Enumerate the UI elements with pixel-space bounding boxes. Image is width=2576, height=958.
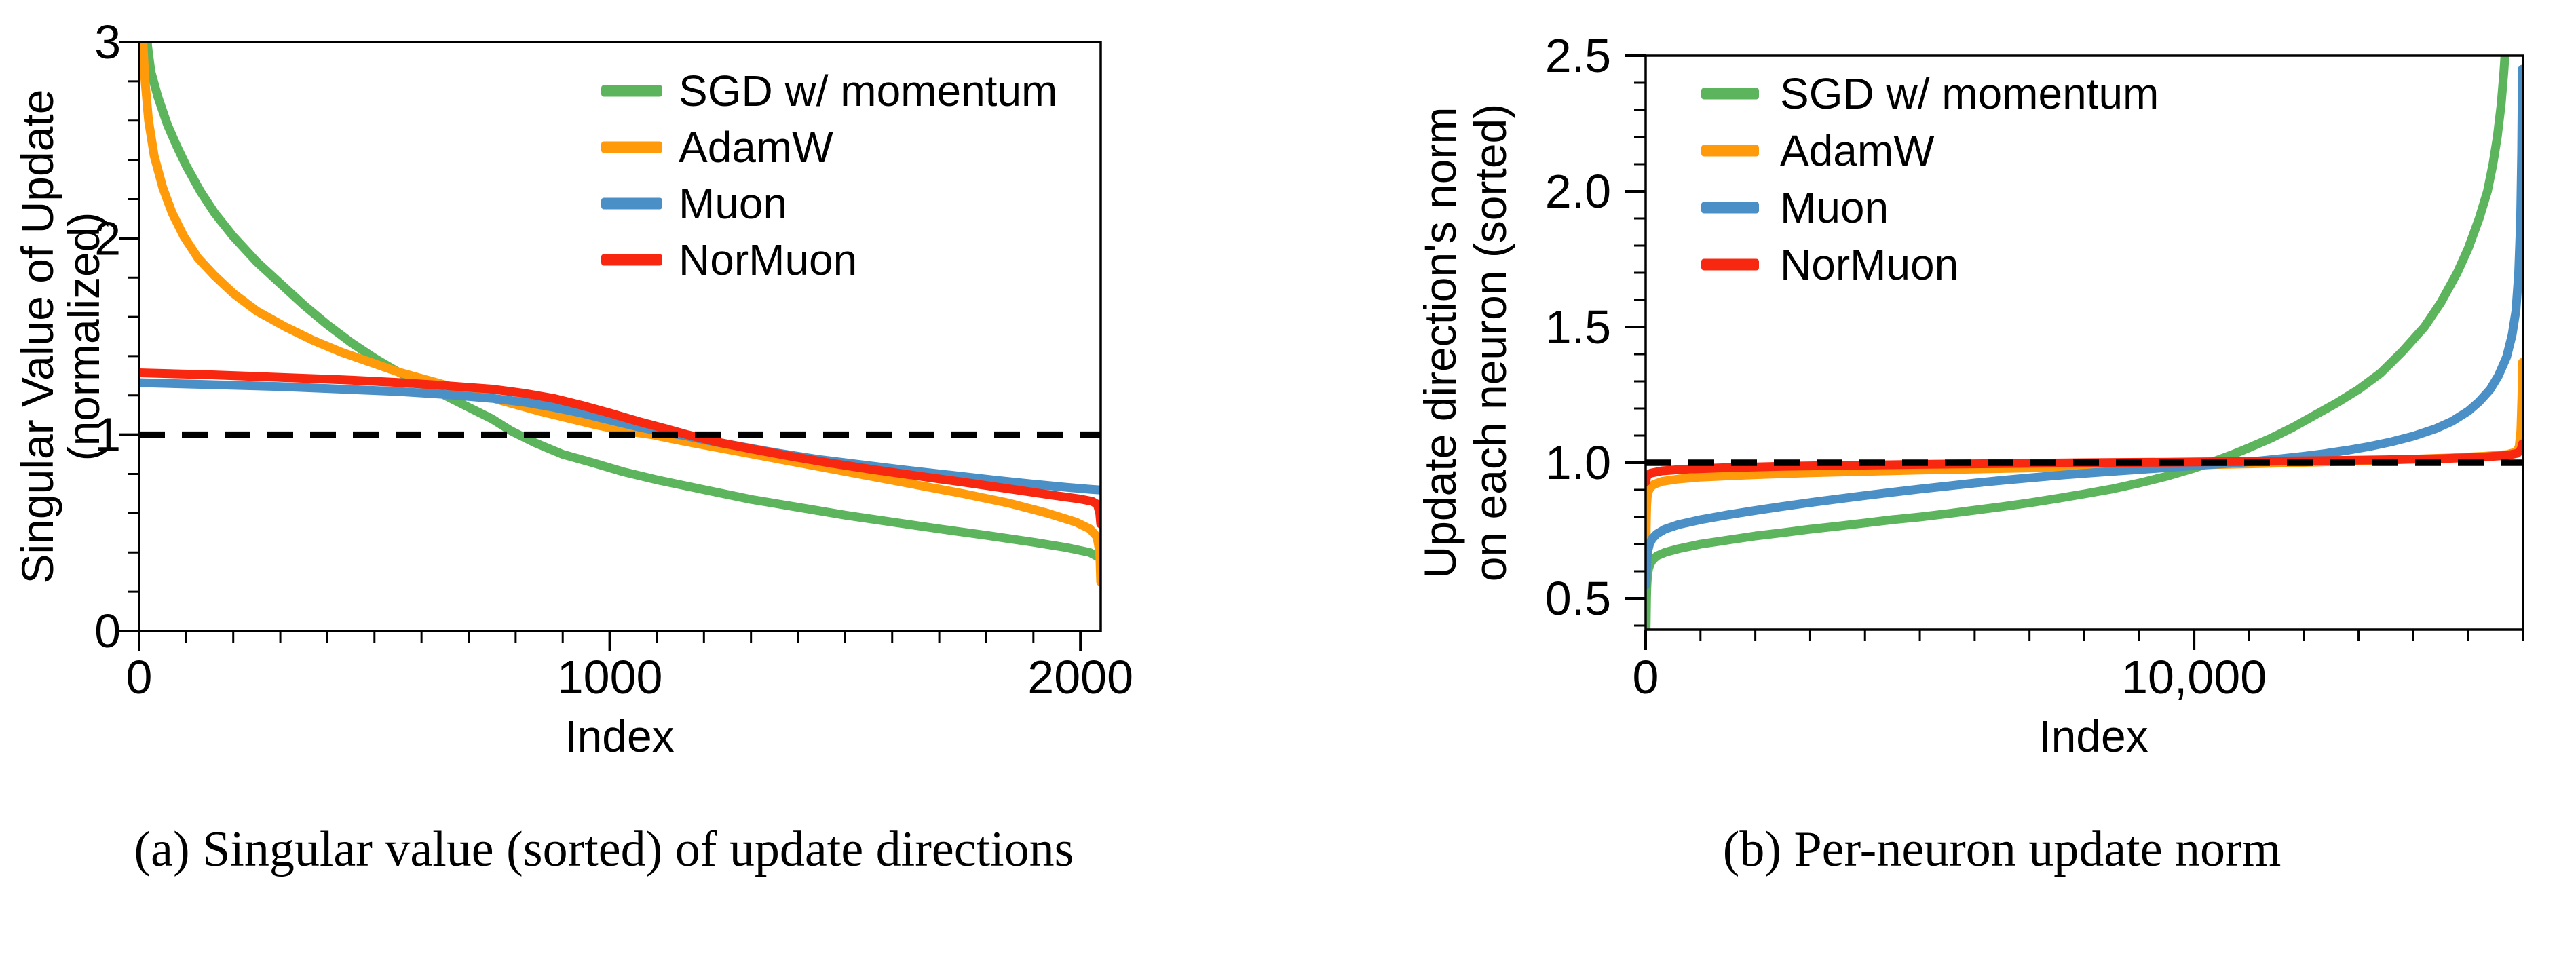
axes-spines [138,41,1102,632]
x-tick-label: 10,000 [2121,651,2267,704]
y-tick-label: 0.5 [1545,572,1611,625]
y-axis-label: on each neuron (sorted) [1465,104,1515,581]
y-tick-label: 2 [94,212,121,265]
x-tick-label: 0 [1633,651,1659,704]
x-tick-label: 0 [126,651,153,704]
legend-swatch-normuon [601,254,662,266]
y-axis-label: Update direction's norm [1415,107,1465,579]
legend-label: AdamW [1780,126,1935,175]
legend-swatch-adamw [601,141,662,153]
y-tick-label: 0 [94,605,121,657]
y-axis-ticks [1625,54,1646,627]
caption-panel-b: (b) Per-neuron update norm [1722,822,2281,877]
y-tick-label: 2.5 [1545,29,1611,82]
x-axis-label: Index [2039,711,2148,761]
legend-label: SGD w/ momentum [679,66,1057,115]
legend-swatch-adamw [1701,145,1759,157]
legend: SGD w/ momentum AdamW Muon NorMuon [601,66,1057,284]
legend-swatch-sgd-w--momentum [601,85,662,97]
legend-label: AdamW [679,123,833,172]
x-tick-label: 2000 [1027,651,1133,704]
y-axis-label: (normalized) [58,212,109,461]
legend: SGD w/ momentum AdamW Muon NorMuon [1701,69,2159,289]
x-axis-ticks [138,631,1082,651]
legend-swatch-sgd-w--momentum [1701,88,1759,100]
axes-spines [1644,54,2524,631]
y-tick-label: 1.0 [1545,436,1611,489]
y-tick-label: 1 [94,408,121,461]
y-tick-label: 3 [94,16,121,69]
series-line-sgd-w--momentum [1646,56,2509,630]
panel-a-chart: 0 1000 2000 0 1 2 3 Index Singular Value of Upda… [12,16,1133,761]
panel-b-chart: 0 10,000 0.5 1.0 1.5 2.0 2.5 Index Update direct… [1415,29,2524,761]
y-axis-label: Singular Value of Update [12,90,62,584]
legend-label: NorMuon [679,235,857,284]
y-axis-ticks [119,41,139,632]
legend-swatch-muon [601,197,662,210]
x-tick-label: 1000 [557,651,663,704]
series-line-muon [1646,64,2523,590]
legend-label: Muon [679,179,787,228]
legend-swatch-normuon [1701,258,1759,271]
legend-label: SGD w/ momentum [1780,69,2159,118]
series-line-normuon [139,368,1101,529]
caption-panel-a: (a) Singular value (sorted) of update di… [134,822,1074,877]
y-tick-label: 1.5 [1545,301,1611,353]
legend-label: Muon [1780,183,1889,232]
x-axis-ticks [1644,630,2524,650]
plot-area [1646,56,2523,630]
y-tick-label: 2.0 [1545,165,1611,218]
legend-swatch-muon [1701,202,1759,214]
x-axis-label: Index [565,711,674,761]
plot-area [139,42,1101,587]
legend-label: NorMuon [1780,240,1958,289]
